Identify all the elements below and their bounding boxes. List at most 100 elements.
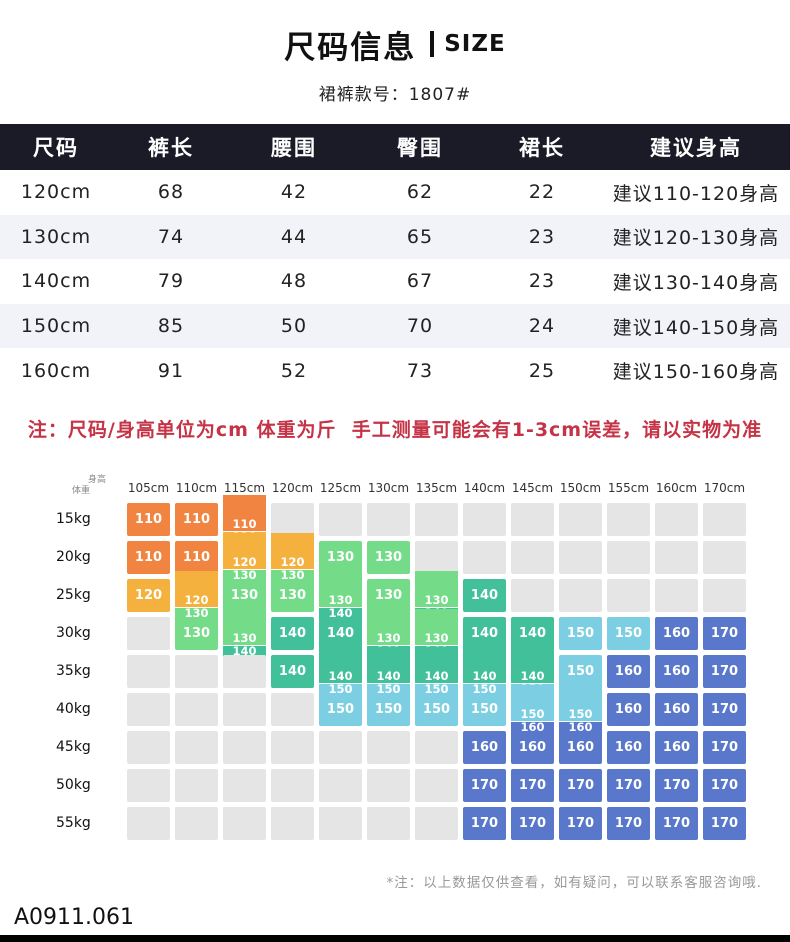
matrix-cell-empty <box>319 806 362 840</box>
matrix-weight-label: 35kg <box>56 663 91 680</box>
matrix-cell-bottom-size: 140 <box>223 645 266 658</box>
matrix-cell-empty <box>607 502 650 536</box>
matrix-cell-top-size: 110 <box>223 495 266 532</box>
matrix-cell: 170 <box>463 768 506 802</box>
matrix-cell: 170 <box>655 768 698 802</box>
matrix-cell: 170 <box>703 768 746 802</box>
matrix-cell: 160 <box>511 730 554 764</box>
matrix-cell: 130 <box>175 616 218 650</box>
size-table-cell: 65 <box>406 225 434 248</box>
matrix-cell-empty <box>319 768 362 802</box>
size-table-cell: 68 <box>157 181 185 204</box>
matrix-cell-top-size: 130 <box>415 571 458 608</box>
size-table-cell: 79 <box>157 270 185 293</box>
matrix-cell-empty <box>223 692 266 726</box>
size-table-cell: 91 <box>157 359 185 382</box>
matrix-height-header: 130cm <box>367 480 410 495</box>
matrix-cell-top-size: 140 <box>415 647 458 684</box>
matrix-cell-empty <box>559 502 602 536</box>
title-divider-bar <box>430 31 435 57</box>
matrix-cell: 160 <box>463 730 506 764</box>
title-chinese: 尺码信息 <box>284 29 417 66</box>
matrix-cell-bottom-size: 130 <box>271 569 314 582</box>
matrix-cell: 170 <box>703 616 746 650</box>
matrix-cell: 170 <box>607 806 650 840</box>
size-table-cell: 52 <box>280 359 308 382</box>
matrix-cell-empty <box>367 730 410 764</box>
size-table-column-header: 臀围 <box>397 136 443 160</box>
matrix-cell-empty <box>703 578 746 612</box>
matrix-cell: 170 <box>559 768 602 802</box>
size-table-header-row: 尺码 裤长 腰围 臀围 裙长 建议身高 <box>0 124 790 170</box>
matrix-cell: 160 <box>607 692 650 726</box>
matrix-cell-empty <box>559 540 602 574</box>
matrix-weight-label: 40kg <box>56 701 91 718</box>
matrix-cell: 110 <box>127 540 170 574</box>
size-table-cell: 85 <box>157 315 185 338</box>
matrix-cell-empty <box>415 730 458 764</box>
matrix-cell-top-size: 140 <box>511 647 554 684</box>
matrix-cell-empty <box>367 502 410 536</box>
matrix-cell-empty <box>271 768 314 802</box>
size-table-cell: 建议150-160身高 <box>612 361 780 384</box>
matrix-cell-empty <box>175 654 218 688</box>
matrix-weight-label: 20kg <box>56 549 91 566</box>
matrix-cell-empty <box>463 502 506 536</box>
matrix-cell-empty <box>223 806 266 840</box>
matrix-cell: 130 <box>223 578 266 612</box>
matrix-cell-empty <box>655 540 698 574</box>
matrix-cell: 130 <box>367 578 410 612</box>
matrix-cell: 170 <box>655 806 698 840</box>
matrix-cell-split: 150 160 <box>511 685 554 734</box>
size-table-cell: 74 <box>157 225 185 248</box>
matrix-cell-bottom-size: 150 <box>319 683 362 696</box>
matrix-cell-empty <box>127 692 170 726</box>
matrix-cell-empty <box>511 502 554 536</box>
matrix-weight-label: 25kg <box>56 587 91 604</box>
matrix-height-header: 120cm <box>271 480 314 495</box>
size-table-cell: 建议140-150身高 <box>612 316 780 339</box>
size-table-cell: 130cm <box>20 225 92 248</box>
size-table-cell: 建议130-140身高 <box>612 271 780 294</box>
matrix-cell: 160 <box>655 616 698 650</box>
matrix-cell-bottom-size: 150 <box>463 683 506 696</box>
matrix-cell-split: 120 130 <box>223 533 266 582</box>
matrix-cell: 140 <box>511 616 554 650</box>
matrix-cell-top-size: 120 <box>223 533 266 570</box>
matrix-cell: 110 <box>175 540 218 574</box>
matrix-cell-top-size: 140 <box>319 647 362 684</box>
size-table-cell: 建议110-120身高 <box>612 182 780 205</box>
matrix-cell-empty <box>559 578 602 612</box>
matrix-cell-top-size: 120 <box>175 571 218 608</box>
matrix-cell: 170 <box>703 692 746 726</box>
matrix-cell-empty <box>271 806 314 840</box>
matrix-cell-empty <box>223 654 266 688</box>
matrix-cell-empty <box>655 578 698 612</box>
matrix-height-header: 105cm <box>127 480 170 495</box>
matrix-weight-label: 30kg <box>56 625 91 642</box>
matrix-cell: 160 <box>607 654 650 688</box>
matrix-weight-label: 45kg <box>56 739 91 756</box>
matrix-cell: 110 <box>175 502 218 536</box>
matrix-cell-empty <box>367 806 410 840</box>
size-table-cell: 62 <box>406 181 434 204</box>
matrix-cell-empty <box>175 768 218 802</box>
matrix-cell: 140 <box>271 654 314 688</box>
size-table-cell: 25 <box>528 359 556 382</box>
matrix-cell-bottom-size: 160 <box>559 721 602 734</box>
size-table-cell: 建议120-130身高 <box>612 227 780 250</box>
measurement-note: 注：尺码/身高单位为cm 体重为斤 手工测量可能会有1-3cm误差，请以实物为准 <box>27 419 763 442</box>
matrix-height-header: 125cm <box>319 480 362 495</box>
matrix-cell-empty <box>415 540 458 574</box>
matrix-cell-empty <box>607 578 650 612</box>
matrix-cell-empty <box>175 730 218 764</box>
matrix-cell-top-size: 130 <box>319 571 362 608</box>
